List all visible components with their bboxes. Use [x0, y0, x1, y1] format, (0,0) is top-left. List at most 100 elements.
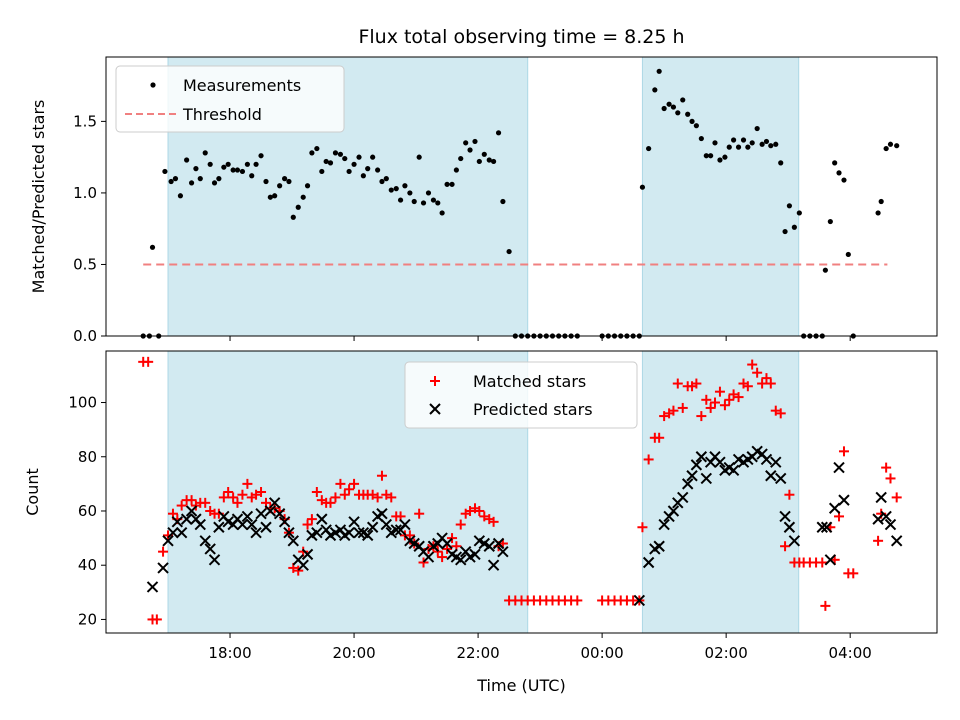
ratio-y-ticks: 0.0 0.5 1.0 1.5: [73, 112, 106, 345]
measurement-point: [356, 154, 362, 160]
measurement-point: [675, 110, 681, 116]
measurement-point: [267, 194, 273, 200]
measurement-point: [197, 176, 203, 182]
measurement-point: [430, 197, 437, 203]
measurement-point: [472, 138, 478, 145]
predicted-star-marker: [714, 456, 726, 468]
measurement-point: [661, 105, 667, 112]
matched-star-marker: [747, 359, 758, 370]
measurement-point: [490, 158, 497, 165]
measurement-point: [486, 157, 492, 163]
measurement-point: [703, 153, 709, 159]
predicted-star-marker: [353, 526, 365, 539]
matched-star-marker: [719, 400, 730, 411]
ratio-legend: Measurements Threshold: [115, 65, 345, 133]
measurement-point: [239, 168, 246, 175]
predicted-star-marker: [316, 513, 328, 525]
predicted-star-marker: [642, 556, 655, 569]
measurement-point: [745, 144, 751, 150]
measurement-point: [211, 180, 218, 186]
matched-star-marker: [757, 378, 768, 389]
predicted-star-marker: [695, 451, 708, 463]
predicted-star-marker: [779, 510, 791, 523]
predicted-stars-points: [146, 445, 903, 607]
measurement-point: [759, 141, 765, 147]
predicted-star-marker: [441, 537, 453, 550]
x-tick-label: 04:00: [829, 644, 872, 662]
matched-star-marker: [223, 487, 234, 497]
y-tick-label: 0.0: [73, 327, 97, 345]
predicted-star-marker: [775, 472, 787, 485]
measurements-legend-label: Measurements: [183, 76, 301, 95]
measurement-point: [646, 145, 652, 152]
matched-star-marker: [218, 492, 229, 503]
predicted-star-marker: [361, 529, 374, 542]
matched-star-marker: [437, 552, 448, 563]
measurement-point: [149, 244, 156, 250]
measurement-point: [375, 167, 381, 173]
matched-star-marker: [677, 402, 688, 413]
predicted-star-marker: [492, 537, 505, 550]
matched-star-marker: [306, 514, 317, 525]
predicted-star-marker: [399, 518, 411, 531]
matched-star-marker: [293, 565, 304, 576]
predicted-star-marker: [366, 521, 379, 533]
measurement-point: [506, 248, 512, 255]
predicted-star-marker: [180, 513, 193, 525]
y-tick-label: 0.5: [73, 255, 97, 273]
matched-star-marker: [418, 557, 429, 568]
ratio-panel-frame: [105, 56, 938, 337]
measurement-point: [411, 198, 417, 205]
measurement-point: [639, 184, 646, 190]
measurement-point: [397, 197, 404, 203]
measurement-point: [754, 125, 760, 132]
predicted-star-marker: [483, 540, 495, 552]
measurement-point: [883, 145, 889, 152]
matched-star-marker: [701, 394, 712, 405]
measurement-point: [193, 166, 199, 172]
ratio-panel: 0.0 0.5 1.0 1.5 Matched/Predicted stars Mea…: [29, 56, 938, 345]
matched-star-marker: [765, 378, 776, 389]
matched-star-marker: [372, 492, 383, 503]
predicted-star-marker: [167, 526, 179, 539]
predicted-star-marker: [824, 554, 837, 566]
measurement-point: [698, 135, 704, 142]
predicted-star-marker: [765, 470, 777, 482]
y-tick-label: 60: [78, 502, 97, 520]
measurement-point: [796, 210, 802, 216]
predicted-star-marker: [788, 535, 801, 547]
measurement-point: [712, 140, 718, 146]
measurement-point: [449, 181, 455, 187]
predicted-star-marker: [833, 461, 845, 474]
measurement-point: [253, 161, 259, 167]
measurement-point: [666, 101, 672, 107]
matched-stars-legend-marker: [430, 376, 440, 386]
measurement-point: [749, 140, 755, 146]
legend-plus-marker: [430, 376, 440, 386]
predicted-star-marker: [311, 526, 323, 539]
matched-star-marker: [752, 367, 763, 378]
predicted-star-marker: [838, 494, 850, 506]
measurement-point: [286, 178, 292, 185]
measurement-point: [393, 186, 399, 192]
matched-star-marker: [237, 489, 248, 500]
measurement-point: [365, 166, 371, 172]
predicted-star-marker: [255, 507, 267, 520]
predicted-star-marker: [241, 510, 254, 523]
measurement-point: [402, 183, 408, 189]
measurement-point: [467, 147, 473, 153]
predicted-star-marker: [301, 548, 314, 561]
measurement-point: [416, 154, 422, 160]
measurement-point: [827, 218, 833, 225]
measurement-point: [244, 161, 250, 167]
predicted-star-marker: [816, 521, 828, 533]
x-axis-label: Time (UTC): [476, 676, 565, 695]
predicted-star-marker: [667, 505, 680, 517]
measurement-point: [735, 144, 742, 150]
measurement-point: [730, 137, 737, 143]
predicted-star-marker: [208, 554, 221, 566]
count-x-ticks: 18:00 20:00 22:00 00:00 02:00 04:00: [208, 633, 872, 662]
y-tick-label: 40: [78, 556, 97, 574]
measurement-points: [140, 68, 900, 339]
y-tick-label: 100: [68, 394, 97, 412]
